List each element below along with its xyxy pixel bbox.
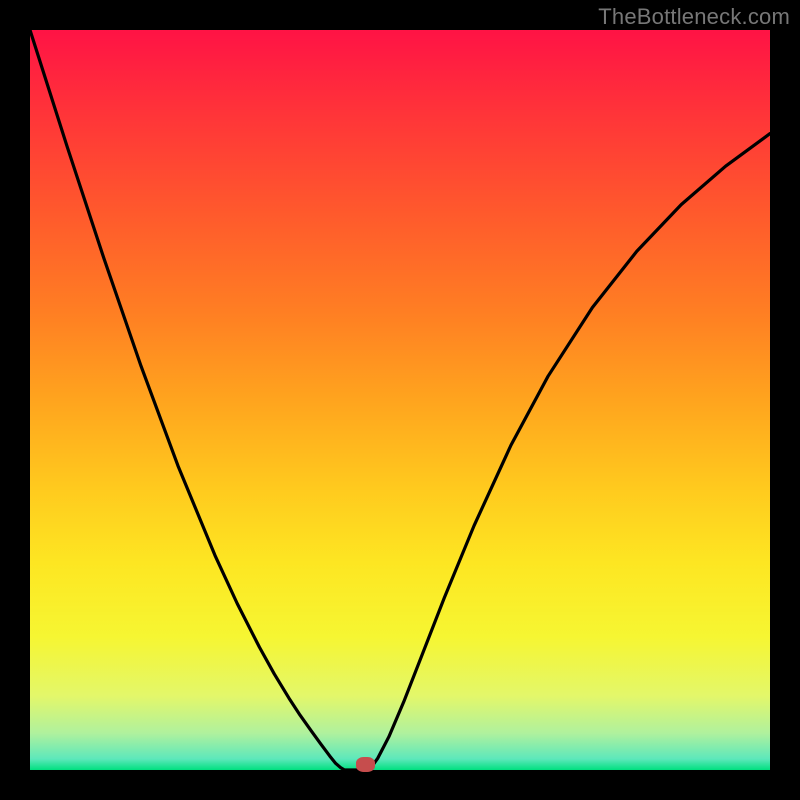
watermark-text: TheBottleneck.com — [598, 4, 790, 30]
optimal-point-marker — [356, 757, 375, 772]
gradient-plot-area — [30, 30, 770, 770]
